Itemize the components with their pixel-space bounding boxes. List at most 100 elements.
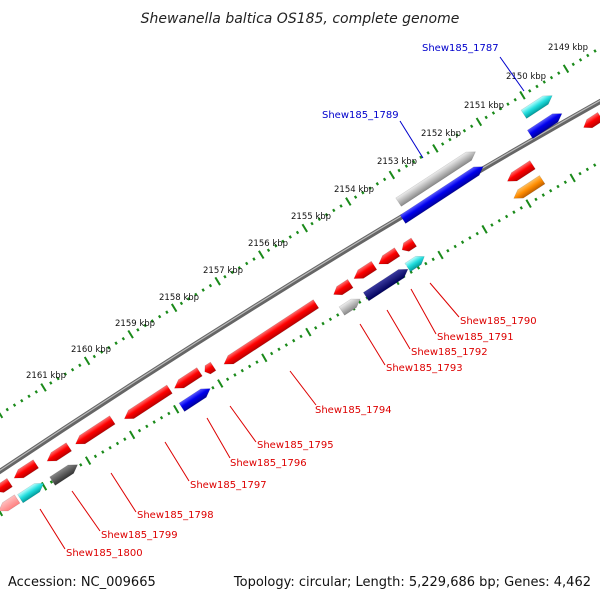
gene-shew185-1795-body: [173, 367, 203, 389]
gene-shew185-1787[interactable]: [519, 87, 557, 119]
gene-red-edge[interactable]: [579, 107, 600, 132]
minor-tick: [332, 208, 336, 213]
gene-label-shew185-1789[interactable]: Shew185_1789: [322, 110, 399, 121]
gene-shew185-1791[interactable]: [361, 261, 412, 302]
minor-tick: [563, 180, 567, 184]
minor-tick: [299, 334, 303, 339]
gene-shew185-1787-body: [520, 95, 553, 119]
minor-tick: [211, 386, 215, 390]
gene-shew185-1790[interactable]: [403, 248, 429, 273]
gene-red-edge-left[interactable]: [0, 473, 14, 496]
leader-shew185-1796: [206, 417, 231, 459]
gene-red-left-1[interactable]: [42, 438, 73, 465]
minor-tick: [255, 360, 259, 364]
minor-tick: [165, 310, 169, 314]
minor-tick: [56, 376, 60, 381]
minor-tick: [468, 236, 472, 240]
gene-shew185-1800[interactable]: [15, 475, 48, 504]
minor-tick: [20, 398, 24, 403]
gene-layer: [0, 87, 600, 515]
gene-label-shew185-1796[interactable]: Shew185_1796: [230, 458, 307, 469]
gene-red-tiny[interactable]: [200, 357, 218, 376]
gene-label-shew185-1792[interactable]: Shew185_1792: [411, 347, 488, 358]
gene-shew185-1795[interactable]: [170, 363, 204, 392]
gene-shew185-1799[interactable]: [48, 456, 82, 486]
major-tick: [170, 303, 178, 313]
kbp-tick-label: 2150 kbp: [506, 72, 546, 82]
outer-tick-track: [0, 49, 597, 419]
major-tick: [305, 327, 312, 337]
leader-shew185-1791: [410, 288, 437, 335]
minor-tick: [593, 49, 597, 53]
gene-pink-edge[interactable]: [0, 490, 22, 515]
gene-red-small-3-body: [353, 260, 378, 279]
gene-shew185-1796[interactable]: [177, 380, 215, 412]
gene-red-small-1[interactable]: [397, 233, 418, 254]
minor-tick: [556, 184, 560, 189]
gene-red-small-2[interactable]: [374, 243, 402, 268]
leader-shew185-1789: [399, 120, 424, 159]
major-tick: [475, 117, 483, 127]
minor-tick: [578, 171, 582, 176]
minor-tick: [586, 53, 590, 58]
minor-tick: [159, 416, 164, 420]
major-tick: [214, 276, 221, 286]
gene-label-shew185-1799[interactable]: Shew185_1799: [101, 530, 178, 541]
gene-red-left-2[interactable]: [9, 455, 40, 482]
gene-red-small-3[interactable]: [349, 256, 378, 283]
minor-tick: [448, 137, 452, 142]
minor-tick: [506, 102, 510, 106]
minor-tick: [99, 350, 104, 354]
gene-red-right-1-body: [506, 160, 536, 182]
gene-shew185-1794[interactable]: [219, 295, 320, 368]
gene-shew185-1788[interactable]: [525, 105, 566, 140]
minor-tick: [237, 266, 242, 270]
gene-shew185-1789-body: [399, 166, 484, 224]
kbp-tick-label: 2153 kbp: [377, 157, 417, 167]
leader-shew185-1792: [386, 309, 411, 350]
gene-label-shew185-1787[interactable]: Shew185_1787: [422, 43, 499, 54]
minor-tick: [541, 193, 545, 197]
gene-red-right-1[interactable]: [503, 156, 537, 185]
minor-tick: [453, 244, 457, 249]
gene-orange[interactable]: [509, 171, 547, 202]
gene-label-shew185-1798[interactable]: Shew185_1798: [137, 510, 214, 521]
minor-tick: [512, 210, 516, 214]
gene-red-small-2-body: [378, 247, 401, 265]
gene-label-shew185-1797[interactable]: Shew185_1797: [190, 480, 267, 491]
major-tick: [0, 510, 4, 517]
gene-label-shew185-1793[interactable]: Shew185_1793: [386, 363, 463, 374]
minor-tick: [12, 403, 17, 407]
minor-tick: [233, 373, 237, 377]
gene-shew185-1789[interactable]: [398, 158, 488, 224]
gene-label-shew185-1794[interactable]: Shew185_1794: [315, 405, 392, 416]
minor-tick: [266, 248, 271, 252]
kbp-tick-label: 2154 kbp: [334, 185, 374, 195]
minor-tick: [535, 84, 539, 89]
gene-label-shew185-1800[interactable]: Shew185_1800: [66, 548, 143, 559]
gene-label-shew185-1791[interactable]: Shew185_1791: [437, 332, 514, 343]
minor-tick: [101, 450, 105, 454]
gene-red-small-4[interactable]: [329, 274, 355, 299]
gene-shew185-1797[interactable]: [119, 380, 174, 423]
kbp-tick-label: 2161 kbp: [26, 371, 66, 381]
minor-tick: [549, 75, 554, 80]
major-tick: [481, 224, 488, 234]
minor-tick: [108, 445, 112, 450]
minor-tick: [455, 133, 459, 137]
gene-shew185-1798[interactable]: [71, 411, 117, 448]
minor-tick: [292, 338, 296, 343]
gene-label-shew185-1795[interactable]: Shew185_1795: [257, 440, 334, 451]
gene-shew185-1797-body: [123, 384, 173, 420]
minor-tick: [208, 283, 213, 288]
minor-tick: [358, 300, 362, 304]
gene-label-shew185-1790[interactable]: Shew185_1790: [460, 316, 537, 327]
minor-tick: [194, 292, 198, 297]
gene-shew185-1800-body: [17, 483, 45, 504]
gene-shew185-1789-gray[interactable]: [394, 143, 480, 207]
minor-tick: [446, 248, 450, 253]
minor-tick: [281, 239, 285, 244]
major-tick: [217, 379, 224, 388]
gene-shew185-1796-body: [178, 388, 211, 412]
gene-shew185-1793[interactable]: [337, 290, 365, 316]
